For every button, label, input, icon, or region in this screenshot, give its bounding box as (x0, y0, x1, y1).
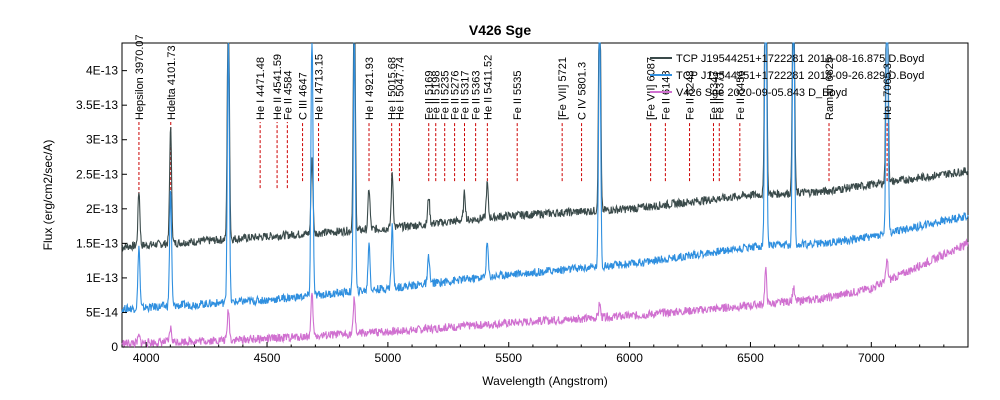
series-line (121, 238, 969, 349)
y-axis: 0 5E-14 1E-13 1.5E-13 2E-13 2.5E-13 3E-13 3.5E-… (76, 64, 127, 354)
annotation-label: He I 7065.3 (882, 63, 894, 120)
y-tick-label: 3.5E-13 (76, 98, 118, 112)
y-tick-label: 3E-13 (86, 133, 118, 147)
annotation-label: [Fe VII] 6087 (646, 57, 658, 120)
legend-entry: TCP J19544251+1722281 2018-09-26.829 D.B… (676, 70, 924, 82)
y-tick-label: 0 (111, 340, 118, 354)
x-axis-label: Wavelength (Angstrom) (482, 374, 608, 388)
y-tick-label: 5E-14 (86, 305, 118, 319)
annotation-label: He I 4471.48 (255, 57, 267, 120)
annotation-label: He II 4713.15 (314, 54, 326, 120)
annotation-label: Fe II 6248 (685, 70, 697, 120)
plot-area (121, 42, 969, 348)
x-tick-label: 7000 (858, 351, 885, 365)
series-line (121, 42, 969, 314)
annotation-label: Hepsilon 3970.07 (134, 34, 146, 120)
annotation-label: Fe II 6371 (714, 70, 726, 120)
y-axis-label: Flux (erg/cm2/sec/A) (41, 140, 55, 251)
series-line (121, 42, 969, 252)
legend: TCP J19544251+1722281 2018-08-16.875 D.B… (650, 53, 924, 99)
annotation-label: Hdelta 4101.73 (166, 45, 178, 120)
x-tick-label: 4000 (133, 351, 160, 365)
y-tick-label: 4E-13 (86, 64, 118, 78)
legend-entry: TCP J19544251+1722281 2018-08-16.875 D.B… (676, 53, 924, 65)
annotation-label: Fe II 4584 (282, 70, 294, 120)
annotation-label: Fe II 5317 (460, 70, 472, 120)
annotation-label: He II 4541.59 (272, 54, 284, 120)
annotation-label: Fe II 5535 (512, 70, 524, 120)
annotation-label: He II 5411.52 (482, 55, 494, 120)
annotation-labels: Hepsilon 3970.07 Hdelta 4101.73 He I 4471.… (134, 34, 894, 120)
legend-entry: V426 Sge 2020-09-05.843 D_Boyd (676, 87, 847, 99)
annotation-label: Fe II 6148 (660, 70, 672, 120)
annotation-label: Fe II 6456 (735, 70, 747, 120)
annotation-label: C IV 5801.3 (577, 62, 589, 120)
chart-title: V426 Sge (469, 22, 531, 38)
annotation-label: Fe II 5363 (471, 70, 483, 120)
annotation-label: [Fe VII] 5721 (557, 57, 569, 120)
y-tick-label: 1E-13 (86, 271, 118, 285)
annotation-label: Fe II 5276 (450, 70, 462, 120)
annotation-label: He I 4921.93 (364, 57, 376, 120)
annotation-label: Fe II 5169 (424, 70, 436, 120)
y-tick-label: 1.5E-13 (76, 236, 118, 250)
x-tick-label: 5500 (495, 351, 522, 365)
annotation-label: He I 5047.74 (394, 57, 406, 120)
y-tick-label: 2.5E-13 (76, 167, 118, 181)
y-tick-label: 2E-13 (86, 202, 118, 216)
x-tick-label: 5000 (375, 351, 402, 365)
annotation-label: Fe II 6347 (708, 70, 720, 120)
annotation-label: Fe II 5198 (431, 70, 443, 120)
x-axis: 4000 4500 5000 5500 6000 6500 7000 (121, 342, 969, 365)
annotation-label: He I 5015.68 (387, 57, 399, 120)
annotation-label: Raman 6825 (824, 57, 836, 120)
x-tick-label: 6500 (737, 351, 764, 365)
x-tick-label: 6000 (616, 351, 643, 365)
annotation-label: Fe II 5235 (440, 70, 452, 120)
x-tick-label: 4500 (254, 351, 281, 365)
annotation-label: C III 4647 (298, 72, 310, 120)
series-layer (121, 42, 969, 349)
